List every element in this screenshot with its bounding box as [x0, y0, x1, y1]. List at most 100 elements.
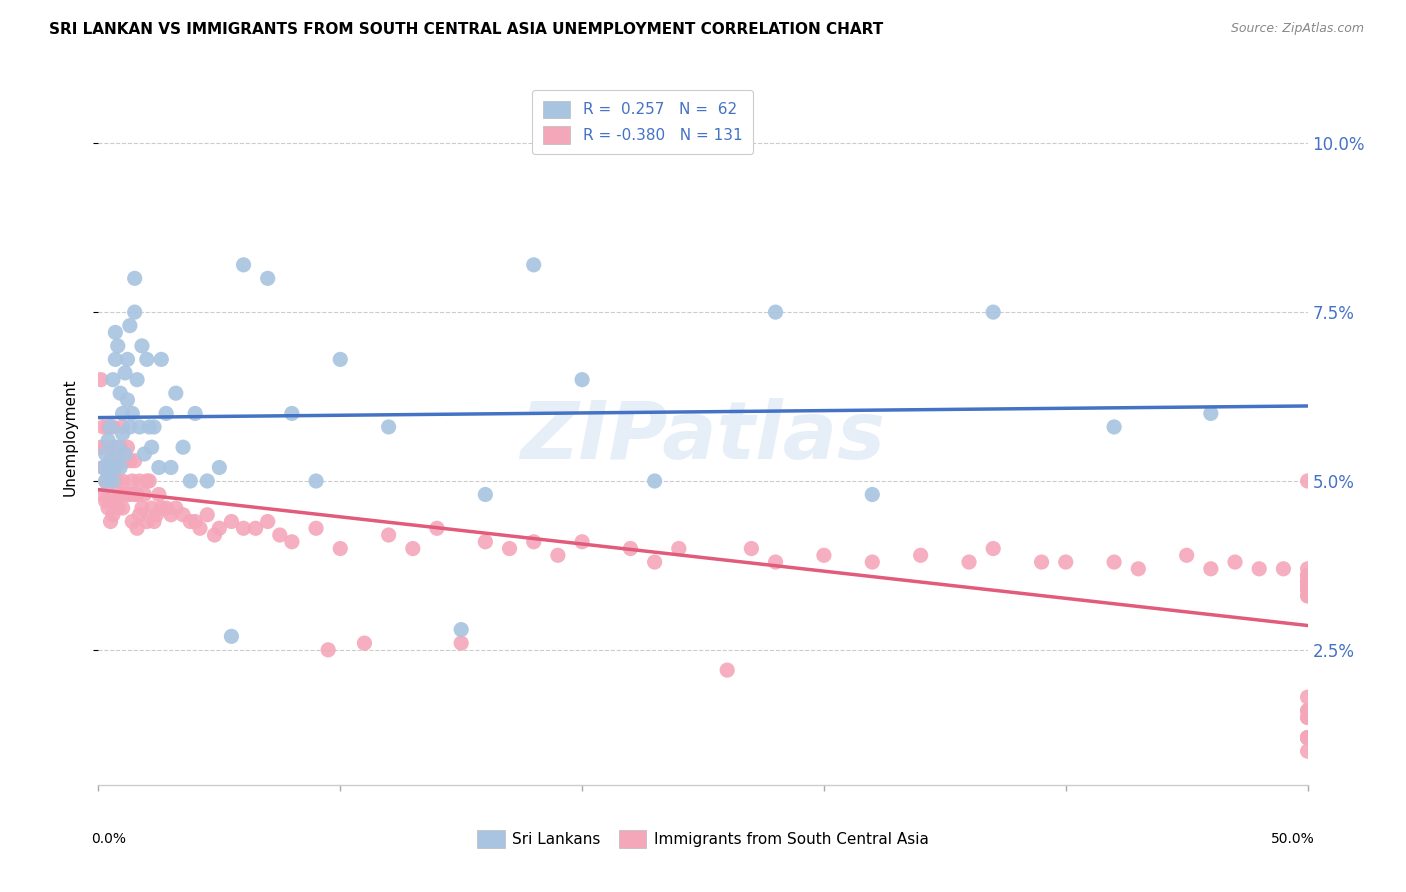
Point [1296, 582, 1319, 596]
Point [1296, 575, 1319, 590]
Point [1296, 704, 1319, 718]
Point [100, 454, 122, 468]
Point [450, 636, 472, 650]
Point [1199, 562, 1222, 576]
Point [150, 501, 173, 516]
Point [141, 440, 163, 454]
Point [1296, 710, 1319, 724]
Point [172, 440, 194, 454]
Text: 0.0%: 0.0% [91, 832, 127, 846]
Point [1296, 568, 1319, 582]
Point [114, 487, 136, 501]
Point [114, 366, 136, 380]
Point [104, 326, 127, 340]
Point [108, 460, 131, 475]
Point [101, 373, 124, 387]
Point [221, 515, 243, 529]
Point [107, 440, 129, 454]
Point [1296, 562, 1319, 576]
Text: ZIPatlas: ZIPatlas [520, 398, 886, 476]
Point [100, 460, 122, 475]
Point [208, 460, 231, 475]
Point [547, 549, 569, 563]
Point [256, 515, 278, 529]
Point [813, 549, 835, 563]
Point [329, 541, 352, 556]
Point [97, 467, 120, 482]
Point [1296, 704, 1319, 718]
Point [118, 420, 141, 434]
Point [571, 373, 593, 387]
Point [281, 534, 304, 549]
Point [111, 426, 134, 441]
Point [121, 474, 143, 488]
Point [1102, 420, 1125, 434]
Point [208, 521, 231, 535]
Point [1296, 731, 1319, 745]
Text: Source: ZipAtlas.com: Source: ZipAtlas.com [1230, 22, 1364, 36]
Point [179, 474, 201, 488]
Point [981, 305, 1004, 319]
Point [1296, 568, 1319, 582]
Point [1296, 474, 1319, 488]
Point [195, 508, 218, 522]
Point [114, 447, 136, 461]
Point [128, 474, 150, 488]
Point [232, 258, 254, 272]
Point [94, 440, 117, 454]
Point [353, 636, 375, 650]
Point [97, 434, 120, 448]
Point [91, 460, 114, 475]
Point [740, 541, 762, 556]
Point [1128, 562, 1150, 576]
Point [426, 521, 449, 535]
Point [94, 447, 117, 461]
Point [860, 555, 883, 569]
Point [644, 555, 666, 569]
Point [111, 474, 134, 488]
Point [150, 352, 173, 367]
Point [91, 460, 114, 475]
Point [179, 515, 201, 529]
Point [644, 474, 666, 488]
Point [765, 555, 787, 569]
Point [101, 440, 124, 454]
Point [165, 386, 187, 401]
Point [1223, 555, 1246, 569]
Point [131, 339, 153, 353]
Point [97, 460, 120, 475]
Point [118, 318, 141, 333]
Point [1296, 731, 1319, 745]
Point [1296, 575, 1319, 590]
Point [117, 440, 139, 454]
Point [107, 339, 129, 353]
Point [114, 454, 136, 468]
Point [117, 392, 139, 407]
Point [148, 487, 170, 501]
Point [101, 474, 124, 488]
Point [1296, 575, 1319, 590]
Point [121, 515, 143, 529]
Point [1199, 406, 1222, 420]
Point [97, 420, 120, 434]
Point [571, 534, 593, 549]
Point [232, 521, 254, 535]
Point [104, 454, 127, 468]
Point [108, 386, 131, 401]
Point [256, 271, 278, 285]
Point [134, 487, 156, 501]
Point [90, 440, 112, 454]
Point [474, 487, 496, 501]
Point [111, 420, 134, 434]
Point [100, 515, 122, 529]
Point [135, 352, 157, 367]
Point [94, 474, 117, 488]
Point [523, 534, 546, 549]
Point [377, 528, 399, 542]
Point [143, 420, 166, 434]
Text: SRI LANKAN VS IMMIGRANTS FROM SOUTH CENTRAL ASIA UNEMPLOYMENT CORRELATION CHART: SRI LANKAN VS IMMIGRANTS FROM SOUTH CENT… [49, 22, 883, 37]
Point [716, 663, 738, 677]
Point [1054, 555, 1077, 569]
Point [143, 515, 166, 529]
Point [668, 541, 690, 556]
